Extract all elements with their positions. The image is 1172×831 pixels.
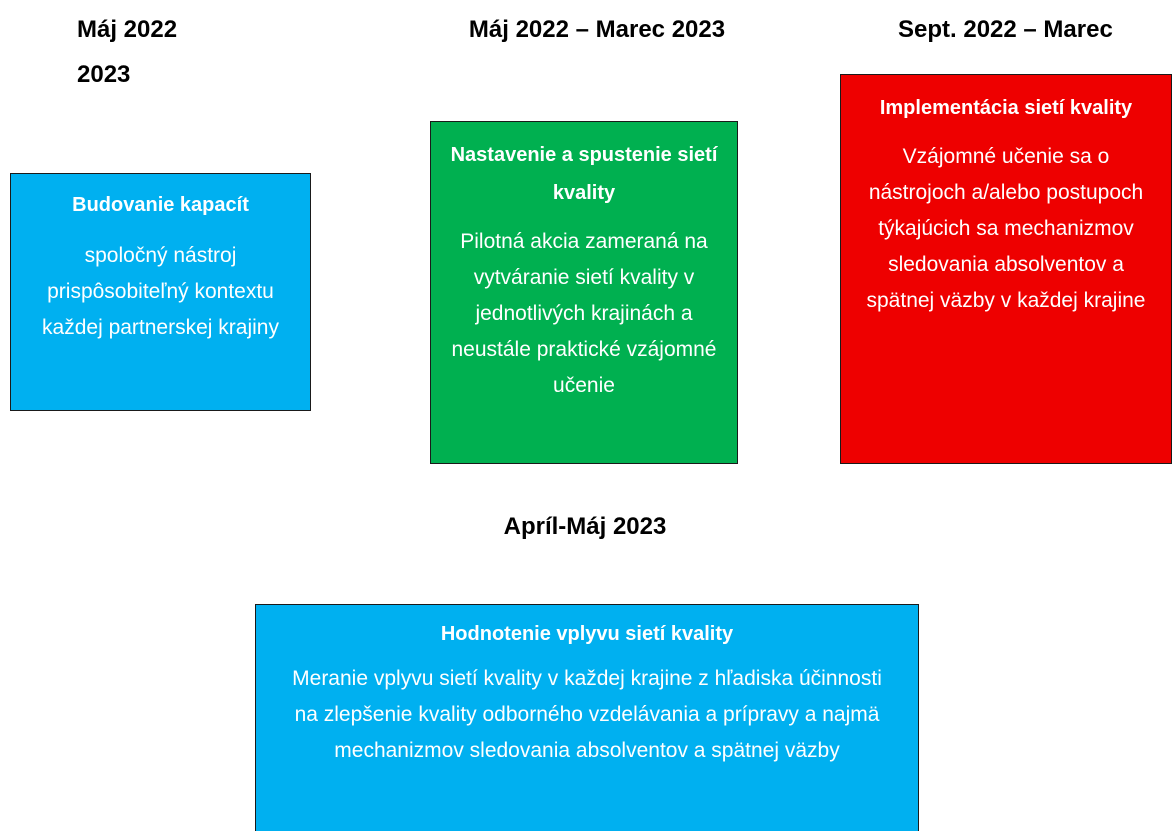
phase-description: Pilotná akcia zameraná na vytváranie sie… bbox=[451, 230, 717, 397]
phase-title: Implementácia sietí kvality bbox=[879, 97, 1133, 119]
phase-date: Máj 2022 bbox=[77, 16, 178, 43]
phase-title: Nastavenie a spustenie sietí kvality bbox=[450, 144, 718, 204]
phase-box: Hodnotenie vplyvu sietí kvality Meranie … bbox=[255, 604, 919, 831]
phase-title: Hodnotenie vplyvu sietí kvality bbox=[440, 623, 734, 645]
phase-date: Apríl-Máj 2023 bbox=[503, 513, 667, 540]
phase-date: Sept. 2022 – Marec bbox=[898, 16, 1113, 43]
phase-description: spoločný nástroj prispôsobiteľný kontext… bbox=[42, 244, 279, 339]
phase-description: Meranie vplyvu sietí kvality v každej kr… bbox=[292, 667, 882, 762]
phase-box: Nastavenie a spustenie sietí kvality Pil… bbox=[430, 121, 738, 464]
phase-date: Máj 2022 – Marec 2023 bbox=[468, 16, 726, 43]
phase-title: Budovanie kapacít bbox=[72, 194, 249, 216]
phase-date: 2023 bbox=[77, 61, 131, 88]
phase-box: Budovanie kapacít spoločný nástroj prisp… bbox=[10, 173, 311, 411]
phase-description: Vzájomné učenie sa o nástrojoch a/alebo … bbox=[866, 145, 1146, 312]
phase-box: Implementácia sietí kvality Vzájomné uče… bbox=[840, 74, 1172, 464]
